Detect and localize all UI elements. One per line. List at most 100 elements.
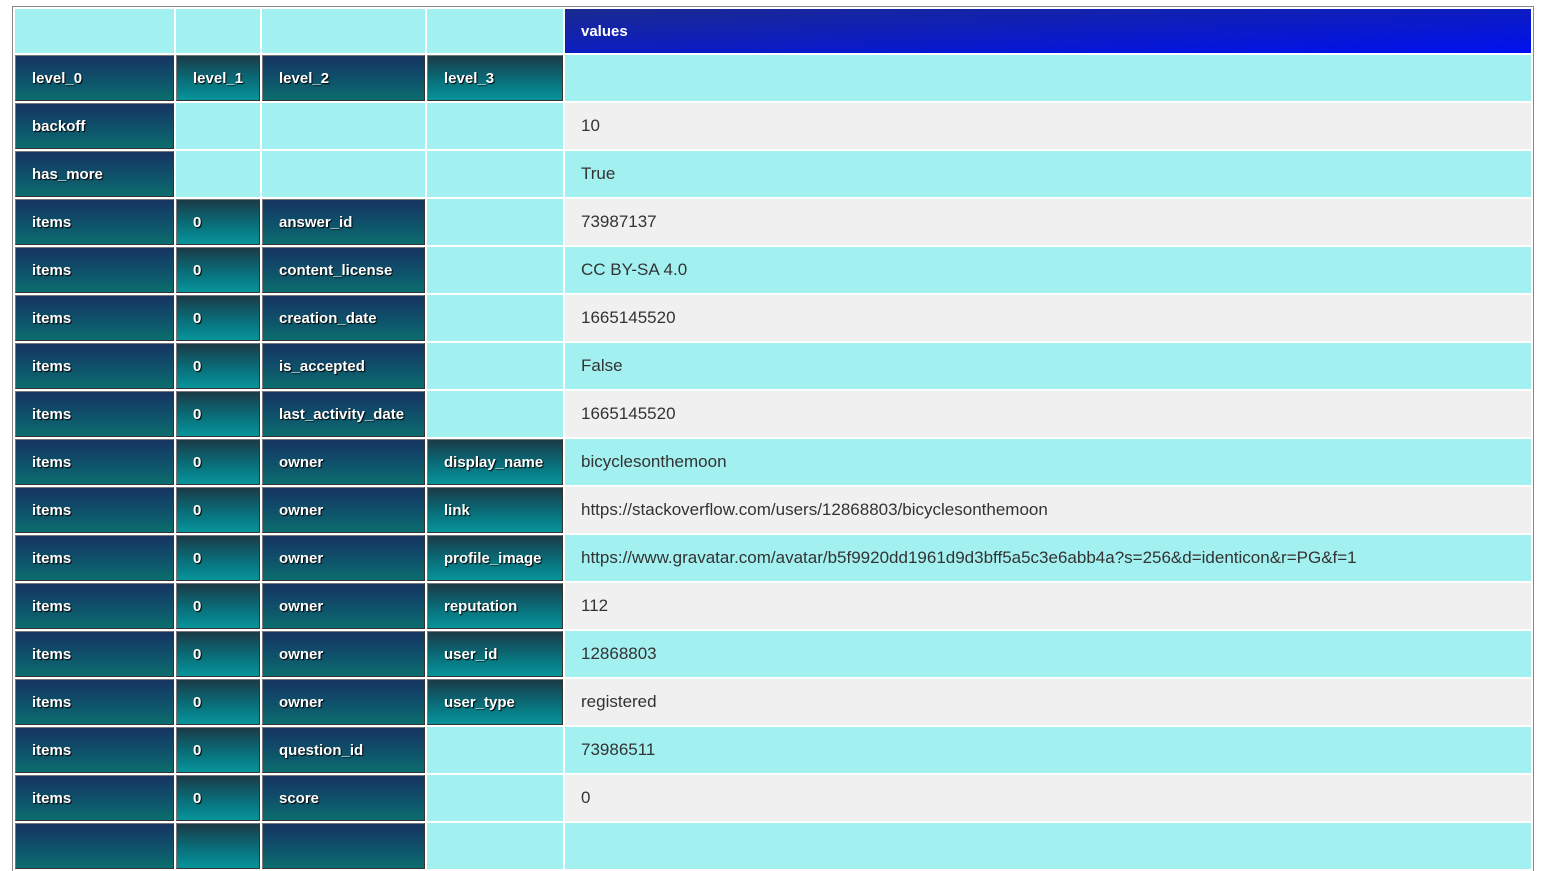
index-name-level-3: level_3 <box>427 55 563 101</box>
table-row: backoff 10 <box>15 103 1531 149</box>
index-cell-level-2: question_id <box>262 727 425 773</box>
index-cell-level-2: owner <box>262 535 425 581</box>
blank-index-cell <box>176 151 260 197</box>
blank-index-cell <box>262 103 425 149</box>
blank-header-cell <box>15 9 174 53</box>
value-cell: 10 <box>565 103 1531 149</box>
index-cell-level-0: items <box>15 247 174 293</box>
blank-index-cell <box>427 295 563 341</box>
index-names-row: level_0 level_1 level_2 level_3 <box>15 55 1531 101</box>
index-cell-level-2: owner <box>262 631 425 677</box>
dataframe-table: values level_0 level_1 level_2 level_3 b… <box>13 7 1533 871</box>
index-cell-level-1: 0 <box>176 679 260 725</box>
value-cell: CC BY-SA 4.0 <box>565 247 1531 293</box>
blank-index-cell <box>427 247 563 293</box>
index-cell-level-2: is_accepted <box>262 343 425 389</box>
blank-index-cell <box>427 727 563 773</box>
value-cell: https://www.gravatar.com/avatar/b5f9920d… <box>565 535 1531 581</box>
index-cell-level-0: has_more <box>15 151 174 197</box>
blank-header-cell <box>427 9 563 53</box>
index-cell-level-2: owner <box>262 679 425 725</box>
index-cell-level-1: 0 <box>176 343 260 389</box>
table-row: items 0 owner reputation 112 <box>15 583 1531 629</box>
index-cell-level-2: score <box>262 775 425 821</box>
table-row: items 0 content_license CC BY-SA 4.0 <box>15 247 1531 293</box>
table-row: items 0 answer_id 73987137 <box>15 199 1531 245</box>
index-cell-level-1: 0 <box>176 535 260 581</box>
table-row: items 0 creation_date 1665145520 <box>15 295 1531 341</box>
table-row: items 0 question_id 73986511 <box>15 727 1531 773</box>
index-cell-level-3 <box>427 823 563 869</box>
value-cell: 1665145520 <box>565 391 1531 437</box>
index-cell-level-1: 0 <box>176 199 260 245</box>
value-cell: False <box>565 343 1531 389</box>
index-cell-level-0: items <box>15 391 174 437</box>
index-cell-level-2: creation_date <box>262 295 425 341</box>
table-row: items 0 score 0 <box>15 775 1531 821</box>
index-cell-level-0: items <box>15 679 174 725</box>
value-cell: bicyclesonthemoon <box>565 439 1531 485</box>
index-cell-level-1: 0 <box>176 295 260 341</box>
blank-index-cell <box>176 103 260 149</box>
columns-header-row: values <box>15 9 1531 53</box>
index-cell-level-2: last_activity_date <box>262 391 425 437</box>
blank-cell <box>565 55 1531 101</box>
index-cell-level-2 <box>262 823 425 869</box>
value-cell: True <box>565 151 1531 197</box>
value-cell <box>565 823 1531 869</box>
blank-index-cell <box>427 199 563 245</box>
index-cell-level-0: items <box>15 487 174 533</box>
index-cell-level-3: link <box>427 487 563 533</box>
table-row: items 0 owner link https://stackoverflow.com… <box>15 487 1531 533</box>
index-cell-level-1: 0 <box>176 439 260 485</box>
index-cell-level-0: items <box>15 631 174 677</box>
index-cell-level-2: answer_id <box>262 199 425 245</box>
blank-index-cell <box>427 103 563 149</box>
index-cell-level-0: items <box>15 775 174 821</box>
index-cell-level-1 <box>176 823 260 869</box>
index-cell-level-1: 0 <box>176 727 260 773</box>
table-row <box>15 823 1531 869</box>
table-row: items 0 owner user_type registered <box>15 679 1531 725</box>
index-cell-level-2: content_license <box>262 247 425 293</box>
index-name-level-0: level_0 <box>15 55 174 101</box>
value-cell: 12868803 <box>565 631 1531 677</box>
index-cell-level-3: user_type <box>427 679 563 725</box>
value-cell: 112 <box>565 583 1531 629</box>
value-cell: registered <box>565 679 1531 725</box>
value-cell: 0 <box>565 775 1531 821</box>
index-cell-level-0: items <box>15 583 174 629</box>
index-cell-level-0: items <box>15 199 174 245</box>
blank-header-cell <box>262 9 425 53</box>
index-cell-level-0: items <box>15 343 174 389</box>
index-cell-level-1: 0 <box>176 775 260 821</box>
value-cell: 73986511 <box>565 727 1531 773</box>
index-cell-level-2: owner <box>262 583 425 629</box>
value-cell: 1665145520 <box>565 295 1531 341</box>
blank-index-cell <box>427 343 563 389</box>
index-cell-level-1: 0 <box>176 247 260 293</box>
index-cell-level-3: reputation <box>427 583 563 629</box>
table-row: items 0 last_activity_date 1665145520 <box>15 391 1531 437</box>
table-row: items 0 owner profile_image https://www.grav… <box>15 535 1531 581</box>
blank-index-cell <box>427 775 563 821</box>
index-cell-level-0: items <box>15 727 174 773</box>
index-cell-level-0: backoff <box>15 103 174 149</box>
value-cell: https://stackoverflow.com/users/12868803… <box>565 487 1531 533</box>
index-cell-level-2: owner <box>262 439 425 485</box>
table-row: has_more True <box>15 151 1531 197</box>
blank-index-cell <box>427 391 563 437</box>
blank-index-cell <box>427 151 563 197</box>
index-cell-level-0 <box>15 823 174 869</box>
index-cell-level-2: owner <box>262 487 425 533</box>
table-row: items 0 owner display_name bicyclesonthemoon <box>15 439 1531 485</box>
index-cell-level-1: 0 <box>176 631 260 677</box>
index-cell-level-0: items <box>15 535 174 581</box>
index-cell-level-0: items <box>15 439 174 485</box>
index-cell-level-3: display_name <box>427 439 563 485</box>
blank-index-cell <box>262 151 425 197</box>
index-cell-level-1: 0 <box>176 487 260 533</box>
index-cell-level-0: items <box>15 295 174 341</box>
index-name-level-2: level_2 <box>262 55 425 101</box>
index-cell-level-1: 0 <box>176 583 260 629</box>
